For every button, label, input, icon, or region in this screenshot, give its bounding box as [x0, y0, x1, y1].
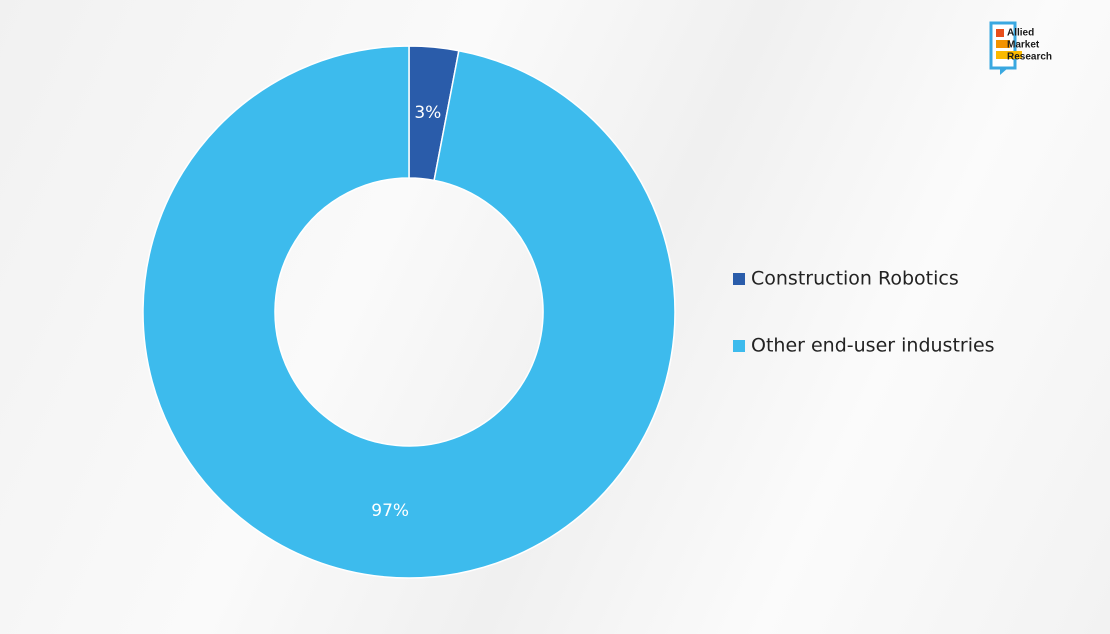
donut-slice [142, 45, 676, 579]
logo-tail [1000, 68, 1008, 75]
slice-label: 97% [371, 501, 409, 521]
slice-label: 3% [414, 103, 441, 123]
legend-swatch [733, 273, 745, 285]
logo-block [996, 51, 1022, 59]
logo-block [996, 29, 1004, 37]
logo-block [996, 40, 1010, 48]
logo-text: Research [1007, 52, 1052, 63]
logo-text: Allied [1007, 28, 1034, 39]
legend-swatch [733, 340, 745, 352]
logo: Allied Market Research [989, 21, 1052, 75]
legend-label: Construction Robotics [751, 268, 959, 290]
legend-label: Other end-user industries [751, 335, 995, 357]
logo-text: Market [1007, 40, 1040, 51]
